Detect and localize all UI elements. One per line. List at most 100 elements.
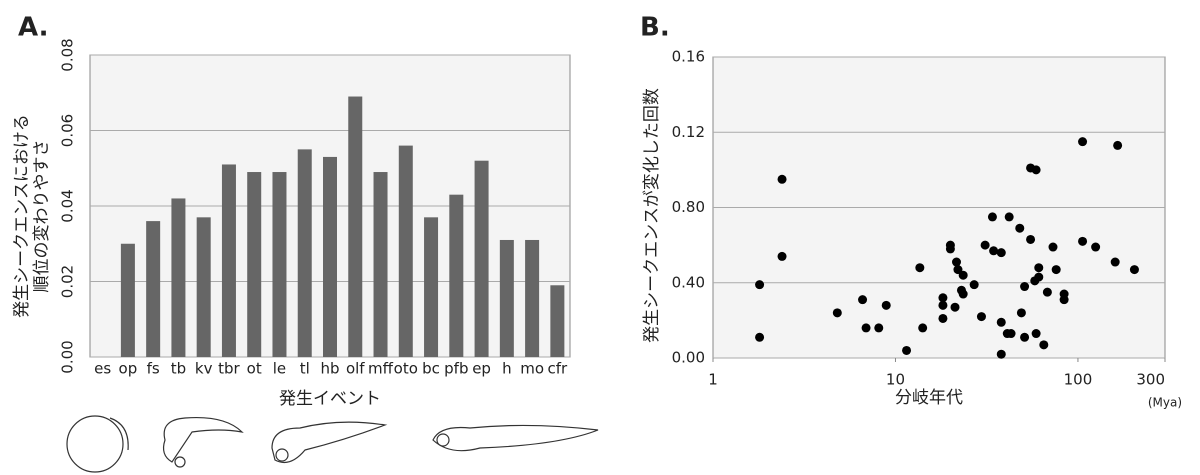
x-tick-label: 100 [1064, 371, 1093, 389]
x-tick-label: mo [520, 360, 544, 378]
point [996, 248, 1006, 258]
embryo-3-eye [275, 448, 289, 462]
y-axis-label: 発生シークエンスが変化した回数 [642, 88, 662, 343]
point [938, 313, 948, 323]
point [1034, 272, 1044, 282]
point [858, 295, 868, 305]
bar [272, 172, 287, 357]
point [777, 174, 787, 184]
point [777, 251, 787, 261]
x-tick-label: ot [247, 360, 262, 378]
point [987, 212, 997, 222]
point [1020, 332, 1030, 342]
bar [424, 217, 439, 357]
point [1026, 234, 1036, 244]
y-tick-label: 0.02 [59, 265, 77, 298]
point [881, 300, 891, 310]
bar [146, 221, 161, 357]
x-tick-label: pfb [444, 360, 468, 378]
x-tick-label: es [94, 360, 111, 378]
point [1078, 236, 1088, 246]
y-tick-label: 0.08 [59, 38, 77, 71]
y-tick-label: 0.06 [59, 114, 77, 147]
point [1091, 242, 1101, 252]
x-tick-label: op [119, 360, 138, 378]
bar [499, 239, 514, 357]
point [1110, 257, 1120, 267]
embryo-4-eye [436, 433, 450, 447]
unit-annotation: (Mya) [1148, 396, 1182, 410]
bar [550, 285, 565, 357]
x-tick-label: tl [300, 360, 310, 378]
bar [373, 172, 388, 357]
y-axis-label: 発生シークエンスにおける [12, 114, 32, 318]
bar [171, 198, 186, 357]
x-tick-label: hb [320, 360, 339, 378]
point [874, 323, 884, 333]
point [951, 257, 961, 267]
point [1016, 308, 1026, 318]
x-tick-label: 300 [1136, 371, 1165, 389]
point [938, 293, 948, 303]
point [861, 323, 871, 333]
bar [120, 243, 135, 357]
x-tick-label: 1 [708, 371, 718, 389]
point [1006, 329, 1016, 339]
x-tick-label: h [502, 360, 512, 378]
point [958, 270, 968, 280]
bar [474, 160, 489, 357]
point [1048, 242, 1058, 252]
y-tick-label: 0.00 [59, 340, 77, 373]
bar [323, 156, 337, 357]
x-tick-label: oto [394, 360, 418, 378]
panel-label: B. [640, 13, 670, 43]
point [953, 265, 963, 275]
bar [221, 164, 236, 357]
point [902, 345, 912, 355]
point [1051, 265, 1061, 275]
bar [449, 194, 464, 357]
point [1113, 140, 1123, 150]
point [969, 280, 979, 290]
embryo-2-yolk [174, 456, 186, 468]
x-axis-label: 分岐年代 [895, 388, 963, 408]
point [938, 300, 948, 310]
embryo-1 [66, 415, 124, 473]
point [1020, 282, 1030, 292]
embryo-1-tail [109, 417, 129, 451]
point [945, 244, 955, 254]
y-tick-label: 0.16 [672, 48, 705, 66]
embryo-3 [271, 421, 388, 463]
bar [398, 145, 413, 357]
bar [247, 172, 262, 357]
embryo-4 [432, 424, 599, 452]
embryo-drawings [66, 415, 599, 473]
x-tick-label: ep [472, 360, 491, 378]
point [1039, 340, 1049, 350]
y-tick-label: 0.00 [672, 349, 705, 367]
point [976, 312, 986, 322]
point [755, 332, 765, 342]
embryo-2 [162, 416, 244, 463]
point [996, 349, 1006, 359]
x-tick-label: mff [368, 360, 394, 378]
point [1004, 212, 1014, 222]
point [989, 246, 999, 256]
y-tick-label: 0.80 [672, 198, 705, 216]
point [1042, 287, 1052, 297]
bar [297, 149, 312, 357]
x-tick-label: tb [171, 360, 186, 378]
point [996, 317, 1006, 327]
point [1031, 165, 1041, 175]
point [755, 280, 765, 290]
point [1059, 289, 1069, 299]
bar [196, 217, 211, 357]
point [1078, 137, 1088, 147]
point [915, 263, 925, 273]
point [950, 302, 960, 312]
panel-label: A. [18, 13, 48, 43]
x-tick-label: tbr [218, 360, 240, 378]
x-tick-label: le [273, 360, 286, 378]
point [1034, 263, 1044, 273]
